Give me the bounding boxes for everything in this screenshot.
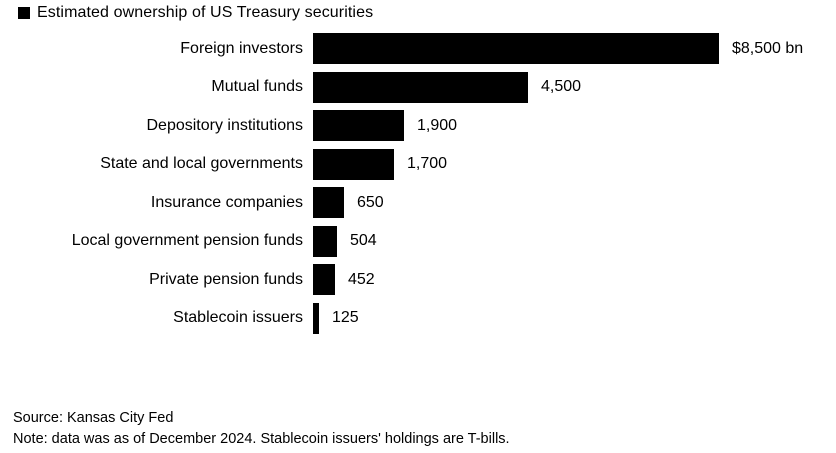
bar bbox=[313, 264, 335, 295]
legend-square-icon bbox=[18, 7, 30, 19]
bar-row: Foreign investors $8,500 bn bbox=[0, 33, 836, 64]
bar-row: Insurance companies 650 bbox=[0, 187, 836, 218]
category-label: State and local governments bbox=[100, 155, 303, 172]
category-label: Local government pension funds bbox=[71, 232, 303, 249]
bar-row: Depository institutions 1,900 bbox=[0, 110, 836, 141]
category-label: Mutual funds bbox=[211, 78, 303, 95]
bar bbox=[313, 33, 719, 64]
value-label: 452 bbox=[348, 270, 375, 288]
chart-title-row: Estimated ownership of US Treasury secur… bbox=[18, 4, 373, 22]
bar-row: Private pension funds 452 bbox=[0, 264, 836, 295]
chart-footer: Source: Kansas City Fed Note: data was a… bbox=[13, 408, 510, 450]
value-label: 650 bbox=[357, 193, 384, 211]
bar bbox=[313, 148, 394, 180]
bar-row: Local government pension funds 504 bbox=[0, 225, 836, 257]
category-label: Insurance companies bbox=[150, 193, 303, 211]
bar-row: State and local governments 1,700 bbox=[0, 148, 836, 180]
value-label: 4,500 bbox=[541, 78, 582, 95]
category-label: Foreign investors bbox=[180, 39, 303, 57]
bar-row: Stablecoin issuers 125 bbox=[0, 302, 836, 334]
bar bbox=[313, 110, 404, 141]
source-note: Source: Kansas City Fed bbox=[13, 410, 174, 426]
bar-row: Mutual funds 4,500 bbox=[0, 71, 836, 103]
bar bbox=[313, 302, 319, 334]
value-label: 504 bbox=[350, 232, 377, 249]
category-label: Private pension funds bbox=[149, 270, 303, 288]
category-label: Stablecoin issuers bbox=[173, 309, 303, 326]
data-note: Note: data was as of December 2024. Stab… bbox=[13, 431, 510, 447]
value-label: 1,700 bbox=[407, 155, 448, 172]
chart-title: Estimated ownership of US Treasury secur… bbox=[37, 4, 374, 21]
bar bbox=[313, 187, 344, 218]
value-label: 125 bbox=[332, 309, 359, 326]
value-label: 1,900 bbox=[417, 116, 458, 134]
bar-chart: Foreign investors $8,500 bn Mutual funds 4,… bbox=[0, 33, 836, 341]
category-label: Depository institutions bbox=[146, 116, 303, 134]
bar bbox=[313, 71, 528, 103]
bar bbox=[313, 225, 337, 257]
value-label: $8,500 bn bbox=[732, 39, 804, 57]
